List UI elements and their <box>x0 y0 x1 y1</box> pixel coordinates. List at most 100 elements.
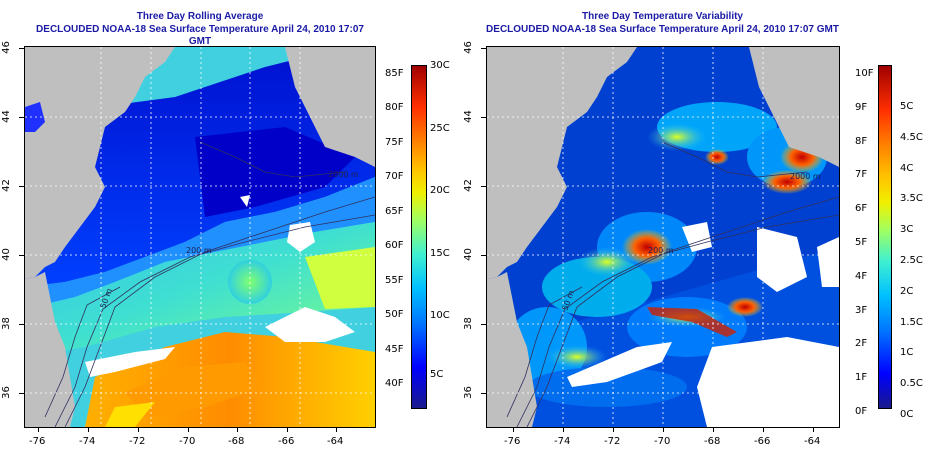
x-tick-label: -70 <box>654 436 671 447</box>
x-tick-label: -64 <box>804 436 821 447</box>
y-tick-label: 42 <box>0 179 12 192</box>
colorbar-c-label: 10C <box>430 310 450 321</box>
variability-colorbar <box>878 65 892 409</box>
x-tick-label: -68 <box>228 436 245 447</box>
colorbar-f-label: 80F <box>385 102 404 113</box>
x-tick-label: -68 <box>704 436 721 447</box>
axis-tick <box>188 427 189 432</box>
colorbar-f-label: 85F <box>385 68 404 79</box>
colorbar-c-label: 15C <box>430 248 450 259</box>
right-contour-label-200: 200 m <box>648 246 674 255</box>
colorbar-f-label: 3F <box>855 304 868 316</box>
colorbar-f-label: 50F <box>385 309 404 320</box>
colorbar-f-label: 60F <box>385 240 404 251</box>
sst-variability-map <box>486 46 840 428</box>
axis-tick <box>19 117 24 118</box>
x-tick-label: -74 <box>554 436 571 447</box>
y-tick-label: 44 <box>0 110 12 123</box>
axis-tick <box>481 48 486 49</box>
sst-average-map <box>24 46 376 428</box>
y-tick-label: 46 <box>462 41 474 54</box>
colorbar-f-label: 55F <box>385 275 404 286</box>
colorbar-f-label: 40F <box>385 378 404 389</box>
x-tick-label: -76 <box>504 436 521 447</box>
colorbar-f-label: 10F <box>855 68 874 79</box>
axis-tick <box>336 427 337 432</box>
colorbar-c-label: 5C <box>900 101 914 112</box>
y-tick-label: 44 <box>462 110 474 123</box>
colorbar-f-label: 45F <box>385 344 404 355</box>
axis-tick <box>481 186 486 187</box>
axis-tick <box>481 117 486 118</box>
sst-colorbar <box>411 65 427 409</box>
colorbar-f-label: 4F <box>855 270 868 282</box>
colorbar-c-label: 0.5C <box>900 378 923 390</box>
colorbar-c-label: 1C <box>900 347 914 359</box>
colorbar-c-label: 5C <box>430 369 444 380</box>
right-map-subtitle: DECLOUDED NOAA-18 Sea Surface Temperatur… <box>486 24 839 35</box>
axis-tick <box>663 427 664 432</box>
colorbar-c-label: 3C <box>900 224 914 236</box>
colorbar-c-label: 2C <box>900 285 914 297</box>
y-tick-label: 36 <box>0 386 12 399</box>
x-tick-label: -66 <box>278 436 295 447</box>
colorbar-c-label: 1.5C <box>900 316 923 328</box>
colorbar-f-label: 8F <box>855 135 868 147</box>
axis-tick <box>563 427 564 432</box>
colorbar-f-label: 1F <box>855 372 868 384</box>
colorbar-c-label: 20C <box>430 185 450 196</box>
left-map-subtitle: DECLOUDED NOAA-18 Sea Surface Temperatur… <box>36 24 364 47</box>
colorbar-c-label: 25C <box>430 123 450 134</box>
axis-tick <box>481 324 486 325</box>
left-contour-label-200: 200 m <box>186 246 212 255</box>
x-tick-label: -76 <box>29 436 46 447</box>
colorbar-f-label: 2F <box>855 338 868 350</box>
colorbar-c-label: 0C <box>900 409 914 420</box>
y-tick-label: 36 <box>462 386 474 399</box>
axis-tick <box>38 427 39 432</box>
y-tick-label: 40 <box>462 248 474 261</box>
y-tick-label: 38 <box>462 317 474 330</box>
y-tick-label: 46 <box>0 41 12 54</box>
axis-tick <box>513 427 514 432</box>
colorbar-f-label: 0F <box>855 406 868 417</box>
axis-tick <box>138 427 139 432</box>
axis-tick <box>19 48 24 49</box>
colorbar-c-label: 3.5C <box>900 193 923 205</box>
axis-tick <box>813 427 814 432</box>
axis-tick <box>19 393 24 394</box>
x-tick-label: -64 <box>327 436 344 447</box>
x-tick-label: -72 <box>129 436 146 447</box>
colorbar-f-label: 70F <box>385 171 404 182</box>
x-tick-label: -72 <box>604 436 621 447</box>
colorbar-f-label: 75F <box>385 137 404 148</box>
right-map-title: Three Day Temperature Variability <box>582 11 743 22</box>
colorbar-c-label: 4.5C <box>900 131 923 143</box>
x-tick-label: -70 <box>179 436 196 447</box>
axis-tick <box>19 324 24 325</box>
x-tick-label: -66 <box>754 436 771 447</box>
colorbar-f-label: 65F <box>385 206 404 217</box>
colorbar-c-label: 30C <box>430 60 450 71</box>
y-tick-label: 42 <box>462 179 474 192</box>
y-tick-label: 38 <box>0 317 12 330</box>
colorbar-f-label: 5F <box>855 237 868 248</box>
axis-tick <box>613 427 614 432</box>
axis-tick <box>481 255 486 256</box>
right-contour-label-2000: 2000 m <box>790 172 821 181</box>
y-tick-label: 40 <box>0 248 12 261</box>
colorbar-f-label: 7F <box>855 169 868 181</box>
colorbar-c-label: 2.5C <box>900 255 923 266</box>
axis-tick <box>713 427 714 432</box>
axis-tick <box>19 255 24 256</box>
axis-tick <box>88 427 89 432</box>
axis-tick <box>237 427 238 432</box>
x-tick-label: -74 <box>79 436 96 447</box>
colorbar-c-label: 4C <box>900 162 914 174</box>
colorbar-f-label: 6F <box>855 203 868 215</box>
left-map-title: Three Day Rolling Average <box>136 11 264 22</box>
axis-tick <box>287 427 288 432</box>
left-contour-label-2000: 2000 m <box>328 170 359 179</box>
axis-tick <box>763 427 764 432</box>
axis-tick <box>19 186 24 187</box>
